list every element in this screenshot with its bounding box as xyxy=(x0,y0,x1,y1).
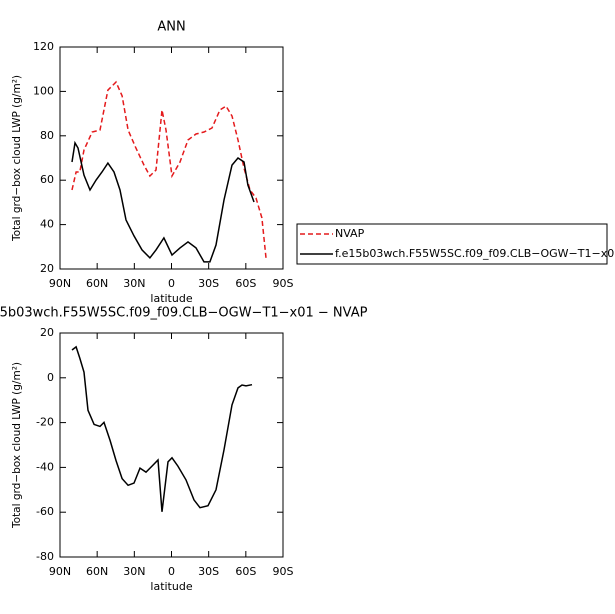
legend-box xyxy=(296,223,608,265)
y-axis-label: Total grd−box cloud LWP (g/m²) xyxy=(11,362,23,529)
y-tick-label: 20 xyxy=(40,326,54,339)
legend-label: f.e15b03wch.F55W5SC.f09_f09.CLB−OGW−T1−x… xyxy=(335,247,615,260)
x-tick-label: 30S xyxy=(198,277,219,290)
x-tick-label: 60S xyxy=(235,565,256,578)
x-axis-label: latitude xyxy=(150,580,192,593)
x-tick-label: 90S xyxy=(273,277,294,290)
legend-label: NVAP xyxy=(335,227,365,240)
data-line xyxy=(71,140,255,263)
y-axis-label: Total grd−box cloud LWP (g/m²) xyxy=(11,75,23,242)
x-tick-label: 60S xyxy=(235,277,256,290)
x-tick-label: 0 xyxy=(168,277,175,290)
y-tick-label: -60 xyxy=(36,505,54,518)
y-tick-label: 40 xyxy=(40,218,54,231)
x-tick-label: 60N xyxy=(86,277,108,290)
x-tick-label: 30S xyxy=(198,565,219,578)
y-tick-label: 80 xyxy=(40,129,54,142)
x-tick-label: 90S xyxy=(273,565,294,578)
x-tick-label: 90N xyxy=(49,565,71,578)
y-tick-label: 100 xyxy=(33,84,54,97)
chart-title: f.e15b03wch.F55W5SC.f09_f09.CLB−OGW−T1−x… xyxy=(0,306,368,321)
y-tick-label: 60 xyxy=(40,173,54,186)
x-tick-label: 90N xyxy=(49,277,71,290)
x-tick-label: 0 xyxy=(168,565,175,578)
chart-title: ANN xyxy=(157,20,185,35)
y-tick-label: -20 xyxy=(36,416,54,429)
x-tick-label: 30N xyxy=(123,277,145,290)
plot-frame xyxy=(59,332,284,558)
y-tick-label: 120 xyxy=(33,40,54,53)
y-tick-label: -80 xyxy=(36,550,54,563)
x-tick-label: 30N xyxy=(123,565,145,578)
plot-frame xyxy=(59,46,284,270)
y-tick-label: 0 xyxy=(47,371,54,384)
y-tick-label: -40 xyxy=(36,460,54,473)
y-tick-label: 20 xyxy=(40,262,54,275)
x-axis-label: latitude xyxy=(150,292,192,305)
data-line xyxy=(71,80,267,258)
data-line xyxy=(71,345,253,512)
x-tick-label: 60N xyxy=(86,565,108,578)
